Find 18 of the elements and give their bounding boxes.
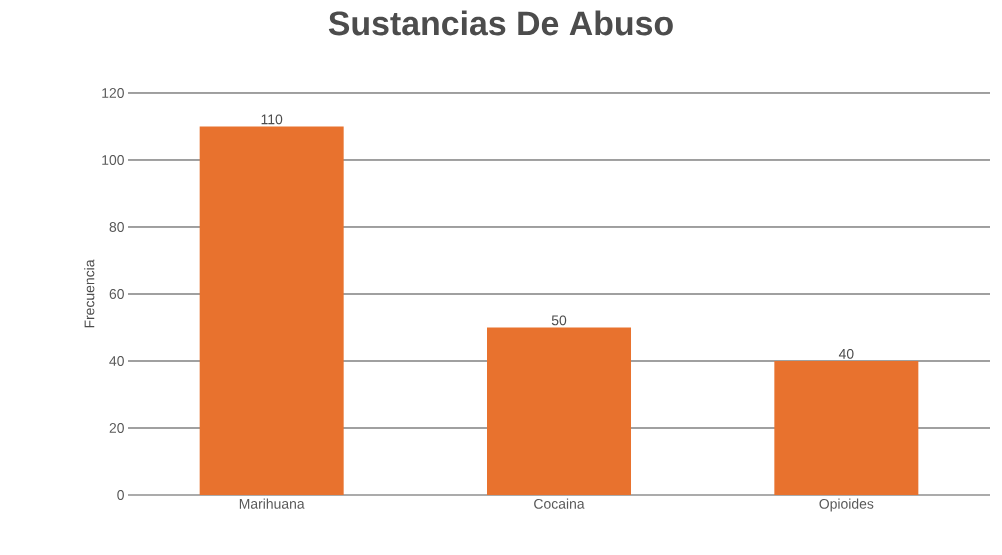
data-label: 110	[261, 114, 283, 125]
x-tick-label: Marihuana	[239, 498, 305, 509]
y-tick-label: 20	[109, 423, 124, 433]
chart-title: Sustancias De Abuso	[328, 10, 673, 36]
bar	[774, 361, 919, 495]
bar	[487, 327, 631, 495]
y-axis-title: Frecuencia	[84, 259, 95, 328]
x-tick-label: Cocaina	[534, 498, 585, 509]
data-label: 40	[838, 348, 854, 359]
y-tick-label: 120	[102, 88, 124, 98]
y-tick-label: 100	[102, 155, 124, 165]
y-tick-label: 0	[117, 490, 124, 500]
bar	[199, 126, 344, 495]
y-tick-label: 60	[109, 289, 124, 299]
y-tick-label: 80	[109, 222, 124, 232]
data-label: 50	[551, 315, 567, 326]
y-tick-label: 40	[109, 356, 124, 366]
x-tick-label: Opioides	[819, 498, 874, 512]
